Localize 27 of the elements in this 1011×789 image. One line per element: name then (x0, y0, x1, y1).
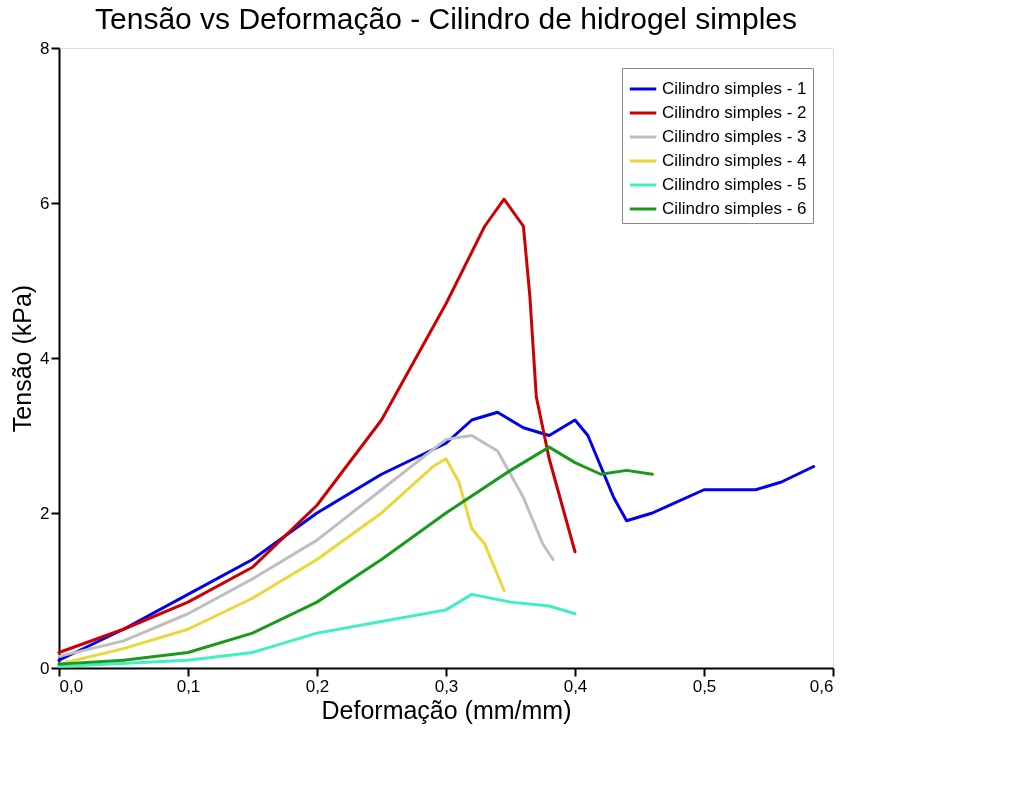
y-tick-label: 2 (40, 503, 50, 523)
line-series (57, 410, 816, 662)
line-series (57, 445, 654, 666)
legend-label: Cilindro simples - 3 (662, 127, 807, 146)
line-series (57, 457, 506, 666)
x-tick-label: 0,6 (809, 676, 834, 696)
chart-title: Tensão vs Deformação - Cilindro de hidrogel simples (95, 2, 797, 35)
y-tick-label: 6 (40, 193, 50, 213)
x-tick-label: 0,1 (176, 676, 201, 696)
x-axis-title: Deformação (mm/mm) (321, 695, 572, 724)
y-axis-title: Tensão (kPa) (8, 284, 37, 433)
legend-label: Cilindro simples - 2 (662, 103, 807, 122)
x-tick-label: 0,4 (563, 676, 588, 696)
x-tick-label: 0,2 (305, 676, 330, 696)
line-series (57, 434, 555, 658)
legend-label: Cilindro simples - 4 (662, 151, 807, 170)
legend-label: Cilindro simples - 1 (662, 79, 807, 98)
x-tick-label: 0,3 (434, 676, 459, 696)
y-tick-label: 4 (40, 348, 50, 368)
line-series (57, 197, 577, 654)
x-tick-label: 0,0 (59, 676, 84, 696)
x-tick-label: 0,5 (692, 676, 717, 696)
y-tick-label: 8 (40, 38, 50, 58)
y-tick-label: 0 (40, 658, 50, 678)
legend-label: Cilindro simples - 6 (662, 199, 807, 218)
legend-label: Cilindro simples - 5 (662, 175, 807, 194)
line-series (57, 592, 577, 668)
